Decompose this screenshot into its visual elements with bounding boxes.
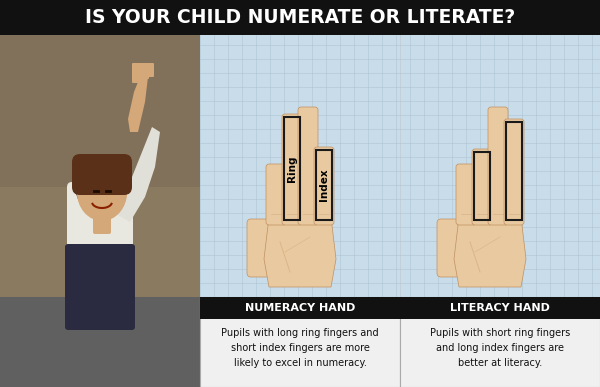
Polygon shape xyxy=(264,217,336,287)
Ellipse shape xyxy=(77,164,127,220)
FancyBboxPatch shape xyxy=(282,114,302,225)
FancyBboxPatch shape xyxy=(298,107,318,225)
Bar xyxy=(284,117,300,220)
Text: Pupils with long ring fingers and
short index fingers are more
likely to excel i: Pupils with long ring fingers and short … xyxy=(221,328,379,368)
Bar xyxy=(200,297,400,319)
Text: NUMERACY HAND: NUMERACY HAND xyxy=(245,303,355,313)
FancyBboxPatch shape xyxy=(504,119,524,225)
FancyBboxPatch shape xyxy=(93,210,111,234)
FancyBboxPatch shape xyxy=(266,164,286,225)
FancyBboxPatch shape xyxy=(488,107,508,225)
FancyBboxPatch shape xyxy=(472,149,492,225)
FancyBboxPatch shape xyxy=(142,63,149,79)
Bar xyxy=(316,150,332,220)
Text: Pupils with short ring fingers
and long index fingers are
better at literacy.: Pupils with short ring fingers and long … xyxy=(430,328,570,368)
Ellipse shape xyxy=(75,154,129,216)
Bar xyxy=(400,297,600,319)
Polygon shape xyxy=(128,72,148,132)
FancyBboxPatch shape xyxy=(65,244,135,330)
FancyBboxPatch shape xyxy=(72,154,132,195)
Bar xyxy=(506,122,522,220)
Bar xyxy=(200,297,400,387)
Bar xyxy=(0,35,200,297)
Bar xyxy=(0,35,200,297)
FancyBboxPatch shape xyxy=(456,164,476,225)
FancyBboxPatch shape xyxy=(437,219,460,277)
FancyBboxPatch shape xyxy=(67,182,133,292)
Text: IS YOUR CHILD NUMERATE OR LITERATE?: IS YOUR CHILD NUMERATE OR LITERATE? xyxy=(85,8,515,27)
Bar xyxy=(474,152,490,220)
Bar xyxy=(0,0,600,35)
Polygon shape xyxy=(454,217,526,287)
Bar xyxy=(0,35,200,187)
Ellipse shape xyxy=(77,163,127,221)
FancyBboxPatch shape xyxy=(247,219,270,277)
Text: Ring: Ring xyxy=(287,155,297,182)
Text: LITERACY HAND: LITERACY HAND xyxy=(450,303,550,313)
Bar xyxy=(0,297,200,387)
FancyBboxPatch shape xyxy=(132,63,139,83)
Bar xyxy=(400,297,600,387)
Text: Index: Index xyxy=(319,169,329,201)
FancyBboxPatch shape xyxy=(147,63,154,77)
Polygon shape xyxy=(118,127,160,222)
FancyBboxPatch shape xyxy=(314,147,334,225)
FancyBboxPatch shape xyxy=(137,63,144,81)
Bar xyxy=(200,35,600,297)
